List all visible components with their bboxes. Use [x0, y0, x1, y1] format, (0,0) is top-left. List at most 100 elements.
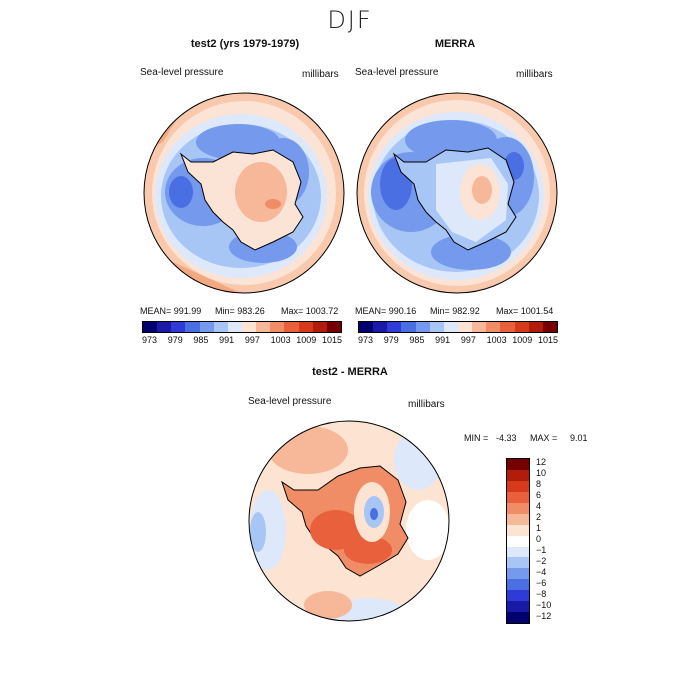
left-panel-title: test2 (yrs 1979-1979): [190, 38, 300, 50]
diff-units-label: millibars: [408, 399, 445, 410]
right-units-label: millibars: [516, 69, 553, 80]
colorbar-swatch: [507, 469, 529, 481]
colorbar-swatch: [443, 322, 458, 332]
diff-max-value: 9.01: [570, 433, 588, 443]
colorbar-swatch: [401, 322, 416, 332]
colorbar-swatch: [199, 322, 214, 332]
season-title: DJF: [327, 6, 373, 34]
colorbar-tick-label: 973: [142, 335, 158, 345]
colorbar-swatch: [298, 322, 313, 332]
colorbar-tick-label: 1: [536, 523, 542, 534]
diff-panel-title: test2 - MERRA: [312, 366, 388, 378]
colorbar-tick-label: −2: [536, 555, 547, 566]
colorbar-swatch: [457, 322, 473, 332]
colorbar-tick-label: 4: [536, 501, 542, 512]
left-colorbar: [142, 321, 342, 333]
colorbar-swatch: [507, 601, 529, 613]
colorbar-swatch: [514, 322, 529, 332]
colorbar-swatch: [507, 568, 529, 580]
colorbar-swatch: [387, 322, 402, 332]
right-variable-label: Sea-level pressure: [355, 67, 439, 78]
colorbar-swatch: [507, 459, 529, 470]
colorbar-swatch: [507, 502, 529, 514]
right-polar-map: [356, 92, 558, 294]
colorbar-swatch: [270, 322, 285, 332]
colorbar-swatch: [359, 322, 374, 332]
colorbar-tick-label: 991: [219, 335, 235, 345]
diff-max-label: MAX =: [530, 433, 558, 443]
right-panel-title: MERRA: [434, 38, 476, 50]
colorbar-swatch: [500, 322, 515, 332]
colorbar-tick-label: 985: [409, 335, 425, 345]
colorbar-tick-label: 973: [358, 335, 374, 345]
colorbar-swatch: [472, 322, 487, 332]
right-max-stat: Max= 1001.54: [496, 306, 554, 316]
colorbar-swatch: [528, 322, 543, 332]
colorbar-tick-label: 1003: [270, 335, 291, 345]
colorbar-tick-label: 979: [383, 335, 399, 345]
colorbar-swatch: [143, 322, 158, 332]
colorbar-swatch: [312, 322, 327, 332]
left-min-stat: Min= 983.26: [215, 306, 265, 316]
colorbar-swatch: [507, 491, 529, 503]
colorbar-tick-label: 0: [536, 534, 542, 544]
colorbar-tick-label: 1003: [486, 335, 507, 345]
colorbar-tick-label: 985: [193, 335, 209, 345]
right-colorbar-ticks: 973 979 985 991 997 1003 1009 1015: [358, 335, 559, 347]
colorbar-swatch: [507, 612, 529, 624]
diff-polar-map: [248, 420, 450, 622]
colorbar-tick-label: −10: [536, 599, 552, 610]
left-mean-stat: MEAN= 991.99: [140, 306, 202, 316]
colorbar-swatch: [415, 322, 430, 332]
colorbar-swatch: [507, 590, 529, 602]
colorbar-swatch: [227, 322, 242, 332]
left-colorbar-ticks: 973 979 985 991 997 1003 1009 1015: [142, 335, 342, 347]
colorbar-tick-label: −12: [536, 610, 552, 621]
colorbar-swatch: [185, 322, 200, 332]
right-colorbar: [358, 321, 558, 333]
colorbar-tick-label: 6: [536, 490, 542, 501]
left-polar-map: [143, 92, 345, 294]
colorbar-swatch: [507, 524, 529, 536]
colorbar-tick-label: 991: [435, 335, 451, 345]
colorbar-tick-label: 1015: [538, 335, 559, 345]
colorbar-swatch: [507, 513, 529, 525]
antarctica-landmass-left: [179, 149, 304, 251]
colorbar-swatch: [507, 557, 529, 569]
antarctica-landmass-diff: [281, 465, 409, 577]
left-variable-label: Sea-level pressure: [140, 67, 224, 78]
colorbar-tick-label: 997: [460, 335, 476, 345]
colorbar-tick-label: 12: [536, 457, 547, 468]
colorbar-tick-label: −6: [536, 577, 547, 588]
diff-min-value: -4.33: [496, 433, 517, 443]
diff-colorbar: [506, 458, 530, 624]
colorbar-swatch: [507, 535, 529, 547]
colorbar-tick-label: 2: [536, 512, 542, 523]
colorbar-swatch: [373, 322, 388, 332]
colorbar-swatch: [542, 322, 557, 332]
left-max-stat: Max= 1003.72: [281, 306, 339, 316]
colorbar-tick-label: 1009: [296, 335, 317, 345]
colorbar-swatch: [284, 322, 299, 332]
colorbar-swatch: [326, 322, 341, 332]
diff-min-label: MIN =: [464, 433, 489, 443]
colorbar-swatch: [241, 322, 257, 332]
colorbar-tick-label: 997: [244, 335, 260, 345]
colorbar-swatch: [157, 322, 172, 332]
colorbar-tick-label: −4: [536, 566, 547, 577]
colorbar-tick-label: 10: [536, 468, 547, 479]
colorbar-swatch: [507, 480, 529, 492]
colorbar-tick-label: 979: [167, 335, 183, 345]
antarctica-landmass-right: [392, 147, 517, 251]
colorbar-swatch: [213, 322, 228, 332]
left-units-label: millibars: [302, 69, 339, 80]
colorbar-swatch: [171, 322, 186, 332]
diff-variable-label: Sea-level pressure: [248, 396, 332, 407]
colorbar-swatch: [507, 579, 529, 591]
colorbar-swatch: [507, 546, 529, 558]
right-min-stat: Min= 982.92: [430, 306, 480, 316]
colorbar-tick-label: 8: [536, 479, 542, 490]
colorbar-tick-label: −8: [536, 588, 547, 599]
right-mean-stat: MEAN= 990.16: [355, 306, 417, 316]
colorbar-swatch: [429, 322, 444, 332]
